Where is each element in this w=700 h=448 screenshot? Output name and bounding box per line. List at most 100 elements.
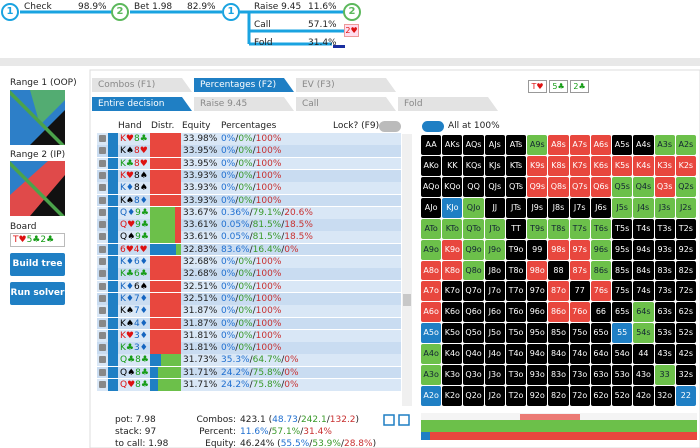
hand-cell[interactable]: 76o: [569, 302, 590, 323]
tab[interactable]: Entire decision: [92, 97, 192, 111]
hand-cell[interactable]: K2o: [442, 386, 463, 406]
hand-cell[interactable]: ATs: [505, 135, 527, 155]
hand-cell[interactable]: Q7s: [569, 176, 590, 197]
hand-cell[interactable]: J7o: [484, 281, 505, 302]
hand-cell[interactable]: A2o: [421, 386, 442, 406]
hand-cell[interactable]: 62o: [590, 386, 612, 406]
hand-cell[interactable]: KJo: [442, 197, 463, 218]
hand-cell[interactable]: J6s: [590, 197, 612, 218]
hand-cell[interactable]: Q7o: [463, 281, 484, 302]
hand-cell[interactable]: 66: [590, 302, 612, 323]
hand-cell[interactable]: 85o: [548, 323, 569, 344]
hand-cell[interactable]: AJo: [421, 197, 442, 218]
hand-cell[interactable]: Q8o: [463, 260, 484, 281]
hand-cell[interactable]: J8o: [484, 260, 505, 281]
hand-cell[interactable]: Q6s: [590, 176, 612, 197]
hand-cell[interactable]: KJs: [484, 155, 505, 176]
hand-cell[interactable]: JTo: [484, 218, 505, 239]
hand-cell[interactable]: T9s: [527, 218, 548, 239]
hand-cell[interactable]: T3o: [505, 365, 527, 386]
tab[interactable]: Raise 9.45: [194, 97, 294, 111]
hand-cell[interactable]: Q8s: [548, 176, 569, 197]
hand-cell[interactable]: 72o: [569, 386, 590, 406]
tree-action[interactable]: Check: [24, 2, 52, 12]
hand-cell[interactable]: TT: [505, 218, 527, 239]
hand-cell[interactable]: 95s: [612, 239, 633, 260]
button[interactable]: Run solver: [10, 282, 65, 305]
hand-cell[interactable]: T6s: [590, 218, 612, 239]
hand-cell[interactable]: QTs: [505, 176, 527, 197]
hand-cell[interactable]: 84s: [633, 260, 654, 281]
hand-cell[interactable]: A8o: [421, 260, 442, 281]
hand-cell[interactable]: T7s: [569, 218, 590, 239]
lock-icon[interactable]: [99, 344, 106, 352]
hand-cell[interactable]: K3s: [654, 155, 675, 176]
hand-cell[interactable]: AJs: [484, 135, 505, 155]
hand-cell[interactable]: J2s: [675, 197, 696, 218]
tree-action[interactable]: Raise 9.45: [254, 2, 302, 12]
hand-cell[interactable]: QQ: [463, 176, 484, 197]
hand-cell[interactable]: K6s: [590, 155, 612, 176]
hand-cell[interactable]: Q3s: [654, 176, 675, 197]
hand-cell[interactable]: 33: [654, 365, 675, 386]
hand-cell[interactable]: A3o: [421, 365, 442, 386]
hand-cell[interactable]: 83s: [654, 260, 675, 281]
hand-cell[interactable]: 96o: [527, 302, 548, 323]
hand-cell[interactable]: 85s: [612, 260, 633, 281]
hand-cell[interactable]: 73s: [654, 281, 675, 302]
lock-icon[interactable]: [99, 171, 106, 179]
hand-cell[interactable]: J7s: [569, 197, 590, 218]
hand-cell[interactable]: AQs: [463, 135, 484, 155]
hand-cell[interactable]: T8o: [505, 260, 527, 281]
hand-cell[interactable]: K9s: [527, 155, 548, 176]
lock-icon[interactable]: [99, 147, 106, 155]
hand-cell[interactable]: 87o: [548, 281, 569, 302]
hand-cell[interactable]: 82s: [675, 260, 696, 281]
hand-cell[interactable]: 53o: [612, 365, 633, 386]
hand-cell[interactable]: 77: [569, 281, 590, 302]
hand-cell[interactable]: K3o: [442, 365, 463, 386]
tree-node[interactable]: 1: [1, 3, 19, 21]
hand-cell[interactable]: 95o: [527, 323, 548, 344]
hand-cell[interactable]: 92s: [675, 239, 696, 260]
hand-cell[interactable]: Q3o: [463, 365, 484, 386]
hand-cell[interactable]: A6s: [590, 135, 612, 155]
hand-cell[interactable]: J5s: [612, 197, 633, 218]
hand-cell[interactable]: A3s: [654, 135, 675, 155]
hand-cell[interactable]: J9o: [484, 239, 505, 260]
hand-cell[interactable]: T7o: [505, 281, 527, 302]
hand-cell[interactable]: J5o: [484, 323, 505, 344]
hand-cell[interactable]: A9o: [421, 239, 442, 260]
hand-cell[interactable]: K5s: [612, 155, 633, 176]
hand-cell[interactable]: 43o: [633, 365, 654, 386]
hand-cell[interactable]: 32o: [654, 386, 675, 406]
toggle[interactable]: [422, 121, 444, 132]
tree-node[interactable]: 2: [343, 3, 361, 21]
hand-cell[interactable]: 74s: [633, 281, 654, 302]
hand-cell[interactable]: 54o: [612, 344, 633, 365]
hand-cell[interactable]: A6o: [421, 302, 442, 323]
hand-cell[interactable]: J4o: [484, 344, 505, 365]
hand-cell[interactable]: 62s: [675, 302, 696, 323]
lock-icon[interactable]: [99, 245, 106, 253]
hand-cell[interactable]: 88: [548, 260, 569, 281]
hand-cell[interactable]: K8o: [442, 260, 463, 281]
tree-action[interactable]: Call: [254, 20, 271, 30]
hand-cell[interactable]: 86o: [548, 302, 569, 323]
lock-icon[interactable]: [99, 208, 106, 216]
lock-icon[interactable]: [99, 356, 106, 364]
hand-cell[interactable]: 63s: [654, 302, 675, 323]
hand-cell[interactable]: KTo: [442, 218, 463, 239]
hand-cell[interactable]: J2o: [484, 386, 505, 406]
hand-cell[interactable]: AKo: [421, 155, 442, 176]
lock-icon[interactable]: [99, 159, 106, 167]
lock-icon[interactable]: [99, 307, 106, 315]
hand-cell[interactable]: 53s: [654, 323, 675, 344]
lock-icon[interactable]: [99, 319, 106, 327]
hand-cell[interactable]: A4o: [421, 344, 442, 365]
hand-cell[interactable]: 99: [527, 239, 548, 260]
hand-cell[interactable]: QJs: [484, 176, 505, 197]
hand-cell[interactable]: Q4o: [463, 344, 484, 365]
hand-cell[interactable]: K7s: [569, 155, 590, 176]
hand-cell[interactable]: K5o: [442, 323, 463, 344]
